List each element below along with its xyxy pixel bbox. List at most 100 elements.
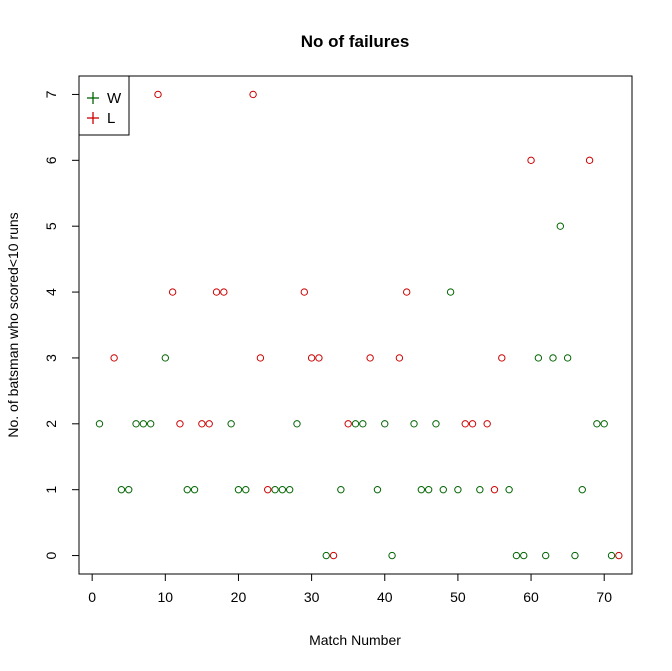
- data-point-l: [461, 420, 469, 428]
- x-tick-label: 0: [88, 589, 96, 605]
- data-point-w: [556, 222, 565, 230]
- y-tick-label: 1: [43, 486, 59, 494]
- data-point-w: [132, 420, 140, 428]
- data-point-w: [520, 551, 528, 560]
- data-point-w: [432, 420, 440, 428]
- y-axis-label: No. of batsman who scored<10 runs: [5, 212, 21, 437]
- data-point-w: [593, 420, 601, 428]
- data-point-w: [410, 420, 418, 428]
- y-tick-label: 4: [43, 288, 59, 296]
- data-point-l: [307, 354, 316, 362]
- chart-title: No of failures: [301, 32, 410, 51]
- x-tick-label: 30: [304, 589, 320, 605]
- legend: WL: [78, 75, 130, 136]
- data-point-w: [373, 485, 382, 494]
- data-point-l: [315, 354, 323, 362]
- x-tick-label: 10: [158, 589, 174, 605]
- data-point-l: [585, 156, 594, 165]
- data-point-w: [183, 485, 191, 494]
- data-point-w: [234, 485, 243, 494]
- data-point-l: [110, 354, 118, 362]
- data-point-l: [176, 420, 184, 428]
- data-point-w: [505, 485, 513, 494]
- data-point-w: [534, 354, 543, 362]
- data-point-w: [578, 485, 586, 494]
- data-point-w: [381, 420, 389, 428]
- data-point-w: [600, 420, 608, 428]
- data-point-w: [549, 354, 557, 362]
- x-tick-label: 60: [523, 589, 539, 605]
- data-point-w: [439, 485, 447, 494]
- data-point-l: [403, 288, 411, 296]
- data-point-w: [190, 485, 199, 494]
- data-point-w: [161, 354, 170, 362]
- data-point-w: [322, 551, 330, 560]
- data-point-w: [512, 551, 521, 560]
- data-point-l: [483, 420, 491, 428]
- x-tick-label: 40: [377, 589, 393, 605]
- data-point-l: [366, 354, 374, 362]
- data-point-w: [125, 485, 133, 494]
- data-point-l: [212, 288, 221, 296]
- data-point-w: [227, 420, 235, 428]
- x-axis-label: Match Number: [309, 632, 401, 648]
- data-point-l: [256, 354, 265, 362]
- x-tick-label: 70: [596, 589, 612, 605]
- data-point-w: [607, 551, 616, 560]
- y-tick-label: 6: [43, 156, 59, 164]
- data-point-l: [395, 354, 404, 362]
- data-point-w: [117, 485, 126, 494]
- data-point-l: [220, 288, 228, 296]
- data-point-w: [446, 288, 455, 296]
- data-point-w: [388, 551, 396, 560]
- legend-box: [78, 75, 130, 136]
- data-point-w: [541, 551, 550, 560]
- data-point-w: [242, 485, 250, 494]
- data-point-l: [490, 485, 499, 494]
- data-point-w: [293, 420, 301, 428]
- data-point-l: [498, 354, 506, 362]
- data-point-w: [278, 485, 287, 494]
- data-point-l: [300, 288, 308, 296]
- legend-label-w: W: [107, 90, 122, 107]
- data-point-w: [424, 485, 433, 494]
- data-point-w: [271, 485, 279, 494]
- data-point-l: [615, 551, 623, 560]
- data-point-l: [264, 485, 272, 494]
- legend-label-l: L: [107, 110, 115, 127]
- data-point-w: [95, 420, 104, 428]
- legend-marker-l: [87, 112, 99, 124]
- y-tick-label: 5: [43, 222, 59, 230]
- plot-frame: [78, 75, 633, 575]
- data-point-l: [168, 288, 177, 296]
- data-point-l: [527, 156, 535, 165]
- data-point-l: [198, 420, 206, 428]
- y-tick-label: 7: [43, 90, 59, 98]
- data-point-w: [563, 354, 572, 362]
- legend-marker-w: [87, 92, 99, 104]
- data-point-w: [139, 420, 148, 428]
- data-point-l: [205, 420, 213, 428]
- data-point-w: [359, 420, 367, 428]
- data-point-w: [571, 551, 579, 560]
- data-point-w: [417, 485, 426, 494]
- data-point-l: [154, 90, 162, 99]
- data-points: [95, 90, 623, 560]
- data-point-l: [329, 551, 338, 560]
- data-point-l: [249, 90, 257, 99]
- y-tick-label: 0: [43, 551, 59, 559]
- data-point-w: [476, 485, 484, 494]
- x-tick-label: 50: [450, 589, 466, 605]
- data-point-w: [146, 420, 155, 428]
- x-axis: 0 10 20 30 40 50 60 70: [88, 573, 612, 605]
- y-tick-label: 3: [43, 354, 59, 362]
- data-point-w: [337, 485, 345, 494]
- y-axis: 0 1 2 3 4 5 6 7: [43, 90, 80, 559]
- data-point-w: [285, 485, 294, 494]
- data-point-l: [468, 420, 477, 428]
- x-tick-label: 20: [231, 589, 247, 605]
- data-point-l: [344, 420, 352, 428]
- data-point-w: [351, 420, 360, 428]
- data-point-w: [454, 485, 462, 494]
